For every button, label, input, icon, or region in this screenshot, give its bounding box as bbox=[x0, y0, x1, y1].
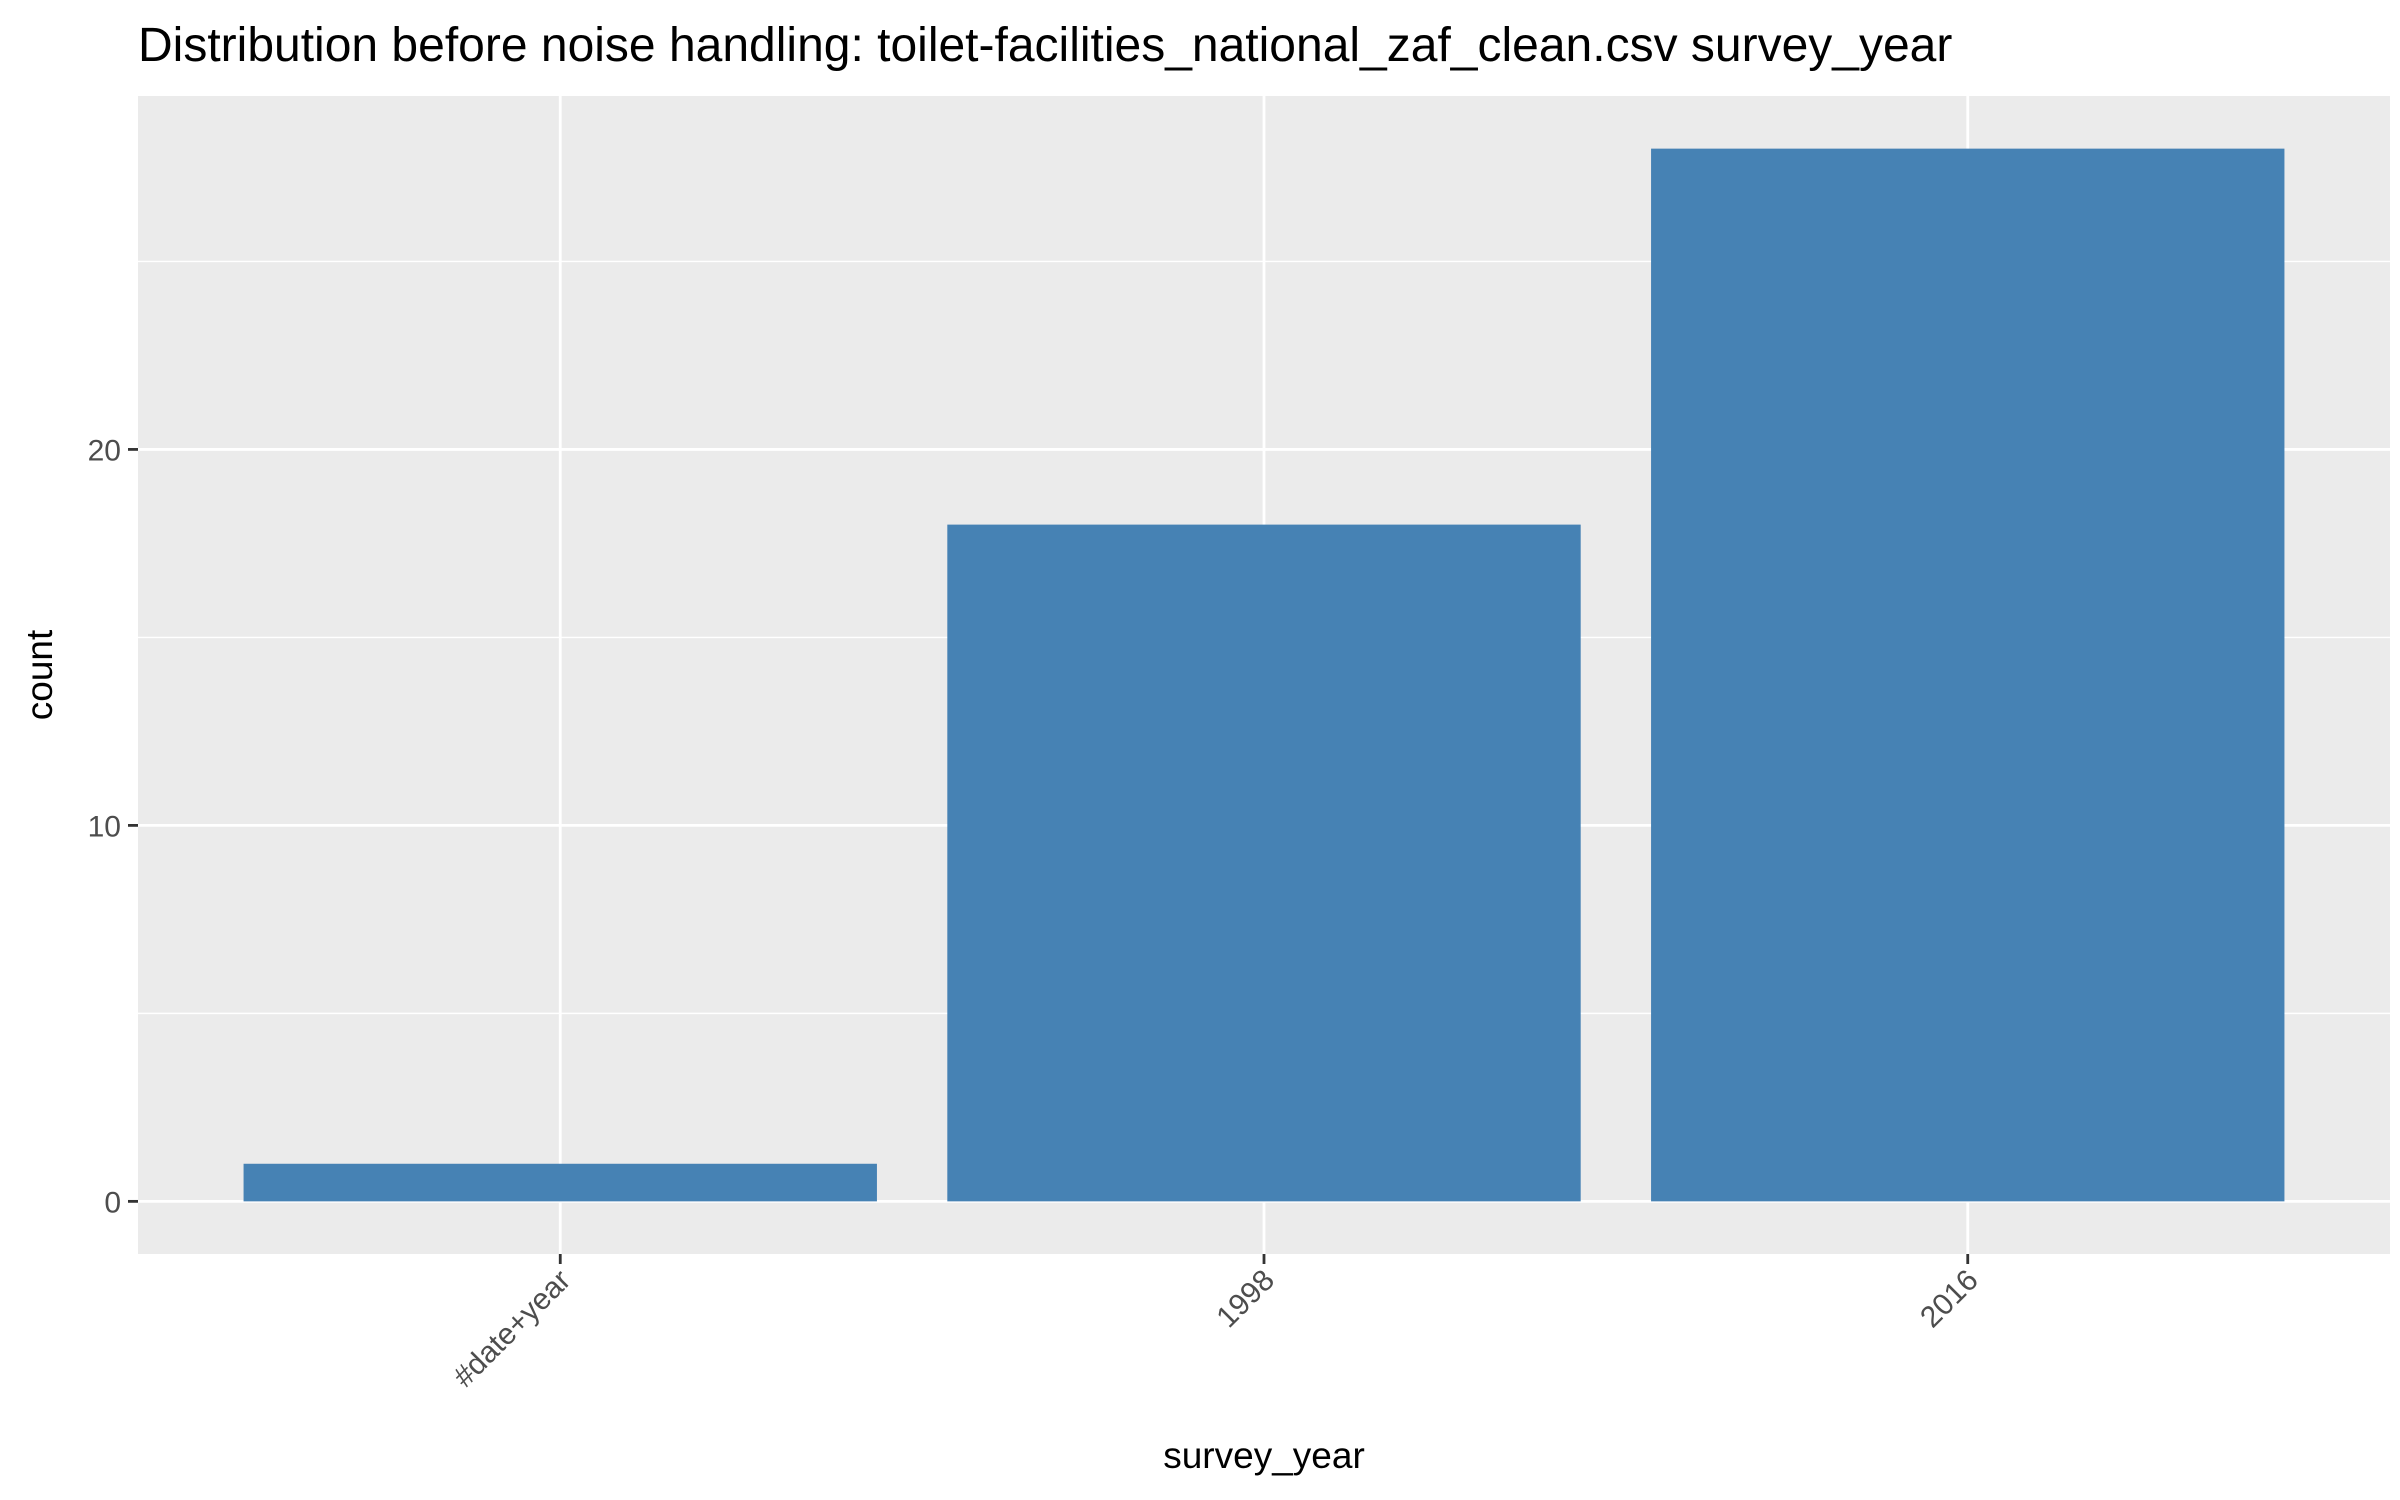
y-tick-label: 10 bbox=[88, 810, 121, 843]
x-tick-label: #date+year bbox=[447, 1264, 577, 1394]
y-tick-label: 20 bbox=[88, 434, 121, 467]
bar-2 bbox=[947, 524, 1581, 1202]
y-tick-label: 0 bbox=[104, 1186, 121, 1219]
x-axis-title: survey_year bbox=[1163, 1435, 1365, 1476]
x-tick-label: 2016 bbox=[1914, 1264, 1985, 1335]
bars bbox=[243, 148, 2285, 1202]
x-tick-label: 1998 bbox=[1210, 1264, 1281, 1335]
chart-title: Distribution before noise handling: toil… bbox=[138, 19, 1952, 72]
bar-1 bbox=[243, 1163, 877, 1202]
bar-3 bbox=[1651, 148, 2285, 1202]
y-axis-title: count bbox=[19, 629, 60, 720]
